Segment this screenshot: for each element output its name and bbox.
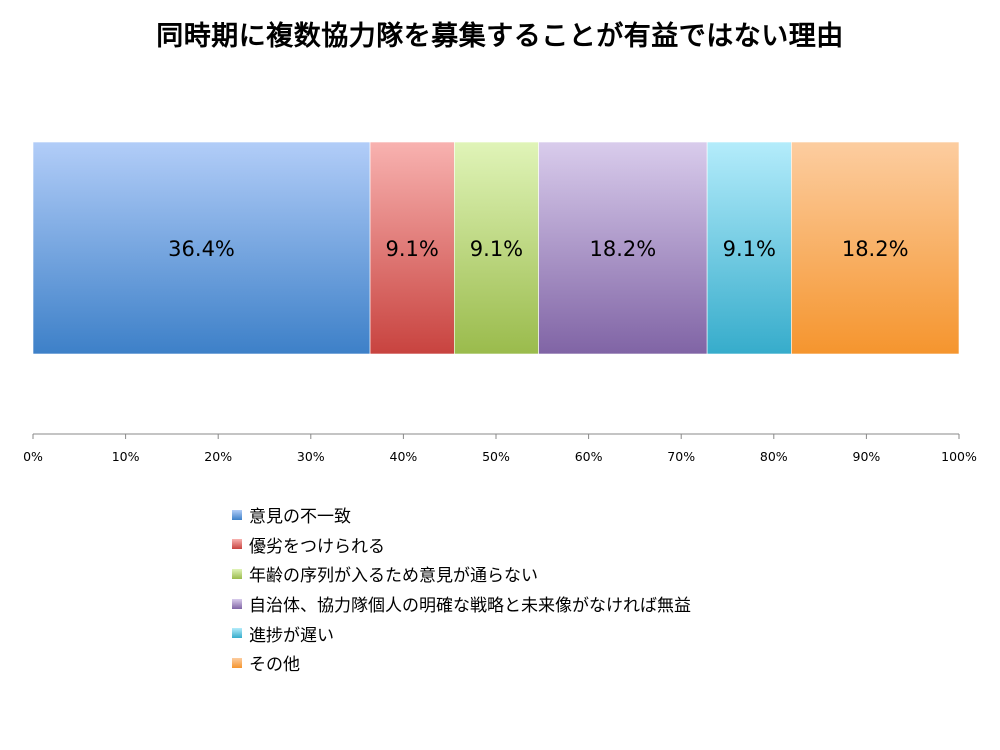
chart-title: 同時期に複数協力隊を募集することが有益ではない理由 (156, 21, 844, 52)
bar-segment (706, 141, 792, 355)
x-tick-label: 0% (23, 449, 43, 464)
legend-label: その他 (249, 655, 300, 676)
x-tick-label: 90% (853, 449, 881, 464)
legend-swatch (232, 539, 242, 550)
legend-item: 年齢の序列が入るため意見が通らない (232, 559, 691, 589)
data-label: 9.1% (470, 237, 523, 261)
data-label: 9.1% (723, 237, 776, 261)
x-tick-label: 40% (390, 449, 418, 464)
x-tick-label: 10% (112, 449, 140, 464)
legend-swatch (232, 509, 242, 520)
bar-segment (791, 141, 960, 355)
legend-label: 進捗が遅い (249, 625, 334, 646)
legend-label: 自治体、協力隊個人の明確な戦略と未来像がなければ無益 (249, 596, 691, 617)
data-label: 18.2% (842, 237, 909, 261)
x-tick-label: 80% (760, 449, 788, 464)
bar-segment (454, 141, 539, 355)
x-tick-label: 30% (297, 449, 325, 464)
legend-label: 意見の不一致 (249, 507, 351, 528)
data-label: 36.4% (168, 237, 235, 261)
legend-item: その他 (232, 648, 691, 678)
x-tick-label: 70% (667, 449, 695, 464)
legend: 意見の不一致優劣をつけられる年齢の序列が入るため意見が通らない自治体、協力隊個人… (232, 500, 691, 678)
x-tick-label: 60% (575, 449, 603, 464)
legend-swatch (232, 628, 242, 639)
legend-swatch (232, 598, 242, 609)
x-tick-label: 100% (941, 449, 977, 464)
legend-item: 自治体、協力隊個人の明確な戦略と未来像がなければ無益 (232, 589, 691, 619)
legend-item: 優劣をつけられる (232, 530, 691, 560)
legend-swatch (232, 568, 242, 579)
legend-item: 意見の不一致 (232, 500, 691, 530)
bar-segment (32, 141, 371, 355)
legend-swatch (232, 657, 242, 668)
data-label: 18.2% (590, 237, 657, 261)
bar-segment (538, 141, 708, 355)
data-label: 9.1% (386, 237, 439, 261)
legend-label: 年齢の序列が入るため意見が通らない (249, 566, 538, 587)
legend-label: 優劣をつけられる (249, 536, 385, 557)
x-tick-label: 50% (482, 449, 510, 464)
x-tick-label: 20% (204, 449, 232, 464)
legend-item: 進捗が遅い (232, 618, 691, 648)
